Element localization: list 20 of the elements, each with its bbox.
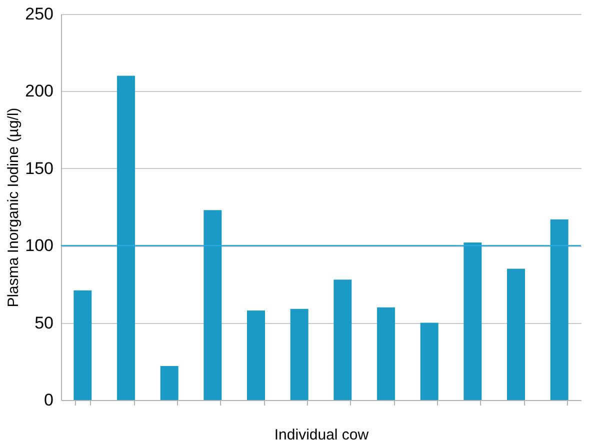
- bar: [204, 210, 222, 400]
- y-axis-title: Plasma Inorganic Iodine (µg/l): [5, 108, 22, 308]
- bar: [247, 310, 265, 400]
- y-tick-label: 0: [44, 390, 54, 410]
- y-tick-label: 100: [25, 236, 54, 256]
- bar: [74, 290, 92, 400]
- bar: [160, 366, 178, 400]
- y-tick-label: 200: [25, 82, 54, 101]
- y-tick-label: 250: [25, 4, 54, 24]
- y-tick-label: 150: [25, 158, 54, 178]
- x-axis-title: Individual cow: [274, 426, 369, 444]
- bar: [550, 219, 568, 400]
- bar: [420, 322, 438, 400]
- bar: [290, 308, 308, 400]
- bar: [334, 280, 352, 400]
- bar: [507, 268, 525, 400]
- bar: [464, 242, 482, 400]
- bar: [377, 307, 395, 400]
- y-tick-label: 50: [34, 313, 54, 332]
- bar: [117, 76, 135, 400]
